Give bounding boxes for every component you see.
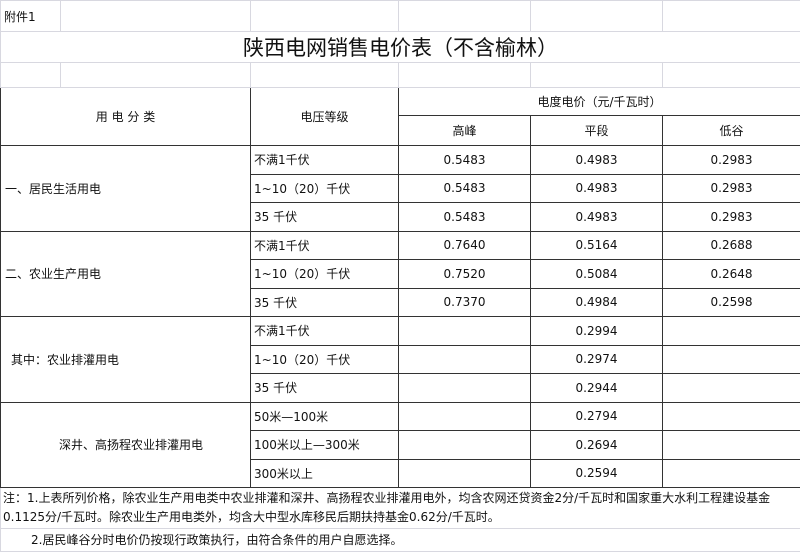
category-cell[interactable]: 深井、高扬程农业排灌用电 xyxy=(0,401,251,488)
category-cell[interactable]: 其中：农业排灌用电 xyxy=(0,316,251,403)
voltage-cell[interactable]: 300米以上 xyxy=(250,458,399,488)
header-flat[interactable]: 平段 xyxy=(530,115,663,146)
table-row: 深井、高扬程农业排灌用电 50米—100米 0.2794 xyxy=(0,401,800,488)
category-cell[interactable]: 二、农业生产用电 xyxy=(0,230,251,317)
note-1[interactable]: 注：1.上表所列价格，除农业生产用电类中农业排灌和深井、高扬程农业排灌用电外，均… xyxy=(0,487,800,529)
voltage-cell[interactable]: 50米—100米 xyxy=(250,401,399,431)
table-row: 35 千伏 0.5483 0.4983 0.2983 xyxy=(1,202,800,232)
valley-price-cell[interactable]: 0.2688 xyxy=(662,230,800,260)
valley-price-cell[interactable]: 0.2983 xyxy=(662,145,800,175)
peak-price-cell[interactable] xyxy=(398,373,531,403)
valley-price-cell[interactable]: 0.2983 xyxy=(662,202,800,232)
table-row: 其中：农业排灌用电 不满1千伏 0.2994 xyxy=(0,316,800,403)
flat-price-cell[interactable]: 0.2594 xyxy=(530,458,663,488)
header-category[interactable]: 用 电 分 类 xyxy=(0,87,251,146)
flat-price-cell[interactable]: 0.2794 xyxy=(530,401,663,431)
peak-price-cell[interactable]: 0.7640 xyxy=(398,230,531,260)
valley-price-cell[interactable]: 0.2648 xyxy=(662,259,800,289)
table-row: 1~10（20）千伏 0.2974 xyxy=(1,344,800,374)
peak-price-cell[interactable] xyxy=(398,401,531,431)
peak-price-cell[interactable]: 0.7520 xyxy=(398,259,531,289)
peak-price-cell[interactable] xyxy=(398,316,531,346)
voltage-cell[interactable]: 不满1千伏 xyxy=(250,230,399,260)
voltage-cell[interactable]: 100米以上—300米 xyxy=(250,430,399,460)
voltage-cell[interactable]: 1~10（20）千伏 xyxy=(250,344,399,374)
table-row: 1~10（20）千伏 0.7520 0.5084 0.2648 xyxy=(1,259,800,289)
voltage-cell[interactable]: 不满1千伏 xyxy=(250,145,399,175)
voltage-cell[interactable]: 35 千伏 xyxy=(250,373,399,403)
flat-price-cell[interactable]: 0.2994 xyxy=(530,316,663,346)
header-valley[interactable]: 低谷 xyxy=(662,115,800,146)
peak-price-cell[interactable] xyxy=(398,344,531,374)
peak-price-cell[interactable]: 0.5483 xyxy=(398,173,531,203)
note-2[interactable]: 2.居民峰谷分时电价仍按现行政策执行，由符合条件的用户自愿选择。 xyxy=(0,528,800,552)
peak-price-cell[interactable]: 0.7370 xyxy=(398,287,531,317)
voltage-cell[interactable]: 不满1千伏 xyxy=(250,316,399,346)
table-row: 1~10（20）千伏 0.5483 0.4983 0.2983 xyxy=(1,173,800,203)
peak-price-cell[interactable]: 0.5483 xyxy=(398,145,531,175)
peak-price-cell[interactable] xyxy=(398,430,531,460)
flat-price-cell[interactable]: 0.2974 xyxy=(530,344,663,374)
table-row: 一、居民生活用电 不满1千伏 0.5483 0.4983 0.2983 xyxy=(0,145,800,232)
flat-price-cell[interactable]: 0.4984 xyxy=(530,287,663,317)
flat-price-cell[interactable]: 0.4983 xyxy=(530,173,663,203)
valley-price-cell[interactable] xyxy=(662,458,800,488)
header-peak[interactable]: 高峰 xyxy=(398,115,531,146)
flat-price-cell[interactable]: 0.4983 xyxy=(530,145,663,175)
table-row: 35 千伏 0.7370 0.4984 0.2598 xyxy=(1,287,800,317)
valley-price-cell[interactable] xyxy=(662,316,800,346)
valley-price-cell[interactable] xyxy=(662,373,800,403)
attachment-label[interactable]: 附件1 xyxy=(0,0,61,32)
flat-price-cell[interactable]: 0.5164 xyxy=(530,230,663,260)
voltage-cell[interactable]: 1~10（20）千伏 xyxy=(250,259,399,289)
page-title[interactable]: 陕西电网销售电价表（不含榆林） xyxy=(0,31,800,63)
table-row: 二、农业生产用电 不满1千伏 0.7640 0.5164 0.2688 xyxy=(0,230,800,317)
flat-price-cell[interactable]: 0.4983 xyxy=(530,202,663,232)
valley-price-cell[interactable]: 0.2598 xyxy=(662,287,800,317)
peak-price-cell[interactable] xyxy=(398,458,531,488)
voltage-cell[interactable]: 35 千伏 xyxy=(250,202,399,232)
flat-price-cell[interactable]: 0.2694 xyxy=(530,430,663,460)
flat-price-cell[interactable]: 0.5084 xyxy=(530,259,663,289)
flat-price-cell[interactable]: 0.2944 xyxy=(530,373,663,403)
valley-price-cell[interactable] xyxy=(662,401,800,431)
header-price-group[interactable]: 电度电价（元/千瓦时） xyxy=(398,87,800,116)
peak-price-cell[interactable]: 0.5483 xyxy=(398,202,531,232)
header-voltage[interactable]: 电压等级 xyxy=(250,87,399,146)
voltage-cell[interactable]: 35 千伏 xyxy=(250,287,399,317)
valley-price-cell[interactable] xyxy=(662,430,800,460)
voltage-cell[interactable]: 1~10（20）千伏 xyxy=(250,173,399,203)
valley-price-cell[interactable] xyxy=(662,344,800,374)
category-cell[interactable]: 一、居民生活用电 xyxy=(0,145,251,232)
valley-price-cell[interactable]: 0.2983 xyxy=(662,173,800,203)
